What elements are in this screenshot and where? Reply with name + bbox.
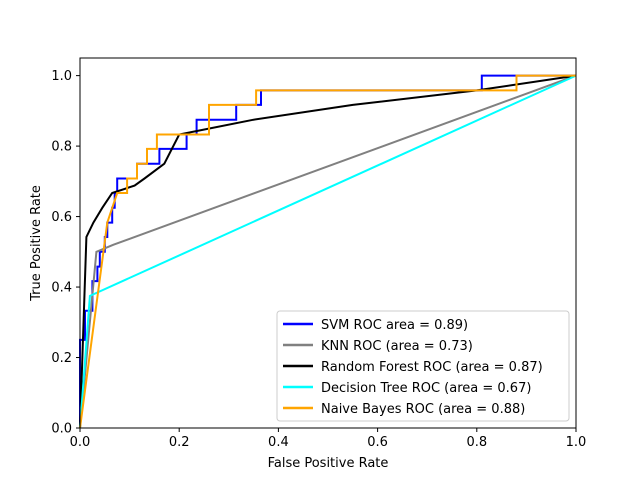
y-axis-title: True Positive Rate — [29, 185, 44, 302]
legend-box — [276, 310, 570, 422]
x-axis-ticks: 0.0 0.2 0.4 0.6 0.8 1.0 — [70, 428, 587, 450]
legend-label: Decision Tree ROC (area = 0.67) — [321, 381, 531, 396]
y-tick-label: 0.0 — [51, 422, 72, 437]
legend-label: SVM ROC area = 0.89) — [321, 318, 468, 333]
legend-label: KNN ROC (area = 0.73) — [321, 339, 473, 354]
x-tick-label: 0.6 — [367, 435, 388, 450]
y-axis-ticks: 0.0 0.2 0.4 0.6 0.8 1.0 — [51, 69, 80, 437]
y-tick-label: 1.0 — [51, 69, 72, 84]
x-tick-label: 1.0 — [566, 435, 587, 450]
legend: SVM ROC area = 0.89) KNN ROC (area = 0.73… — [276, 310, 570, 422]
legend-items: SVM ROC area = 0.89) KNN ROC (area = 0.73… — [283, 318, 543, 417]
y-tick-label: 0.6 — [51, 210, 72, 225]
y-tick-label: 0.8 — [51, 140, 72, 155]
series-line-random — [79, 74, 577, 429]
x-tick-label: 0.0 — [70, 435, 91, 450]
legend-label: Random Forest ROC (area = 0.87) — [321, 360, 543, 375]
plot-frame — [79, 57, 577, 429]
series-line-naive — [79, 74, 576, 429]
y-tick-label: 0.2 — [51, 351, 72, 366]
x-tick-label: 0.8 — [466, 435, 487, 450]
series-line-decision — [79, 74, 577, 429]
legend-label: Naive Bayes ROC (area = 0.88) — [321, 402, 525, 417]
x-axis-title: False Positive Rate — [268, 456, 389, 471]
series-layer — [79, 74, 577, 429]
x-tick-label: 0.4 — [268, 435, 289, 450]
x-tick-label: 0.2 — [169, 435, 190, 450]
y-tick-label: 0.4 — [51, 281, 72, 296]
